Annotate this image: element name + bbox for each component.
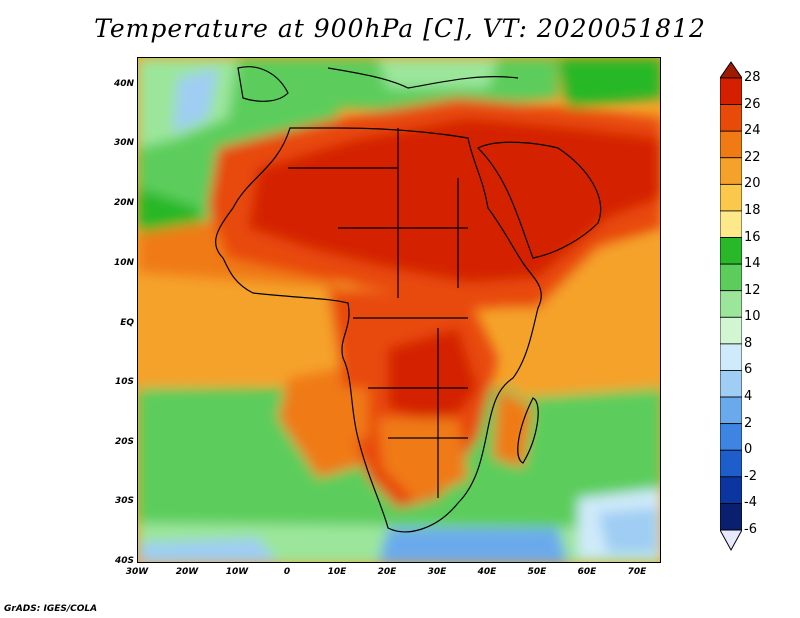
lat-tick: EQ xyxy=(120,318,134,328)
lon-tick: 10W xyxy=(225,567,249,577)
colorbar-swatch xyxy=(719,316,743,345)
lon-tick: 30E xyxy=(427,567,447,577)
colorbar-tick-label: 24 xyxy=(744,123,761,139)
field-layers xyxy=(138,58,660,562)
colorbar-tick-label: 6 xyxy=(744,362,753,378)
chart-title: Temperature at 900hPa [C], VT: 202005181… xyxy=(94,14,706,43)
colorbar-swatch xyxy=(719,343,743,371)
colorbar-swatch xyxy=(719,157,743,185)
lon-tick: 40E xyxy=(477,567,497,577)
lat-tick: 30N xyxy=(113,138,134,148)
colorbar-tick-label: 4 xyxy=(744,389,753,405)
colorbar-swatch xyxy=(719,183,743,212)
colorbar xyxy=(719,60,743,560)
temperature-map xyxy=(137,57,661,563)
map-canvas xyxy=(138,58,660,562)
lat-tick: 40N xyxy=(113,79,134,89)
colorbar-tick-label: 0 xyxy=(744,442,753,458)
colorbar-tick-label: -4 xyxy=(744,495,757,511)
colorbar-tick-label: 12 xyxy=(744,282,761,298)
colorbar-swatch xyxy=(719,104,743,132)
coastlines xyxy=(214,66,602,533)
colorbar-swatch xyxy=(719,396,743,425)
lon-tick: 20W xyxy=(175,567,199,577)
colorbar-swatch xyxy=(719,263,743,292)
colorbar-swatch xyxy=(719,370,743,398)
lon-tick: 60E xyxy=(577,567,597,577)
lon-tick: 70E xyxy=(627,567,647,577)
lat-tick: 20S xyxy=(114,437,134,447)
lon-tick: 50E xyxy=(527,567,547,577)
lat-tick: 10S xyxy=(114,377,134,387)
footer-credit: GrADS: IGES/COLA xyxy=(4,604,98,614)
colorbar-swatch xyxy=(719,237,743,265)
lon-tick: 30W xyxy=(125,567,149,577)
colorbar-swatch xyxy=(719,290,743,318)
lon-tick: 20E xyxy=(377,567,397,577)
colorbar-tick-label: 28 xyxy=(744,70,761,85)
colorbar-swatch xyxy=(719,476,743,504)
colorbar-tick-label: 8 xyxy=(744,335,753,351)
colorbar-swatch xyxy=(719,449,743,478)
colorbar-swatch xyxy=(719,503,743,531)
colorbar-swatch xyxy=(719,210,743,238)
colorbar-tick-label: -6 xyxy=(744,522,757,537)
colorbar-swatch xyxy=(719,77,743,105)
colorbar-top-triangle xyxy=(719,61,743,79)
lat-tick: 40S xyxy=(114,556,134,566)
colorbar-tick-label: 26 xyxy=(744,96,761,112)
colorbar-tick-label: 10 xyxy=(744,309,761,325)
colorbar-swatch xyxy=(719,130,743,159)
colorbar-tick-label: 22 xyxy=(744,149,761,165)
colorbar-tick-label: 16 xyxy=(744,229,761,245)
colorbar-swatch xyxy=(719,423,743,451)
lon-tick: 0 xyxy=(283,567,291,577)
lon-tick: 10E xyxy=(327,567,347,577)
colorbar-bottom-triangle xyxy=(719,529,743,552)
colorbar-tick-label: 18 xyxy=(744,202,761,218)
lat-tick: 10N xyxy=(113,258,134,268)
lat-tick: 20N xyxy=(113,198,134,208)
colorbar-tick-label: 14 xyxy=(744,256,761,272)
colorbar-tick-label: 20 xyxy=(744,176,761,192)
colorbar-tick-label: 2 xyxy=(744,415,753,431)
colorbar-svg xyxy=(719,61,743,552)
lat-tick: 30S xyxy=(114,496,134,506)
colorbar-tick-label: -2 xyxy=(744,468,757,484)
